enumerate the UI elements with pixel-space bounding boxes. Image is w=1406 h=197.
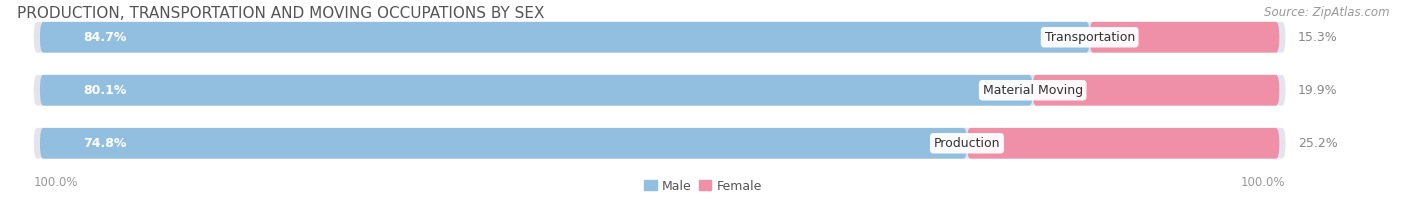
FancyBboxPatch shape [1090, 22, 1279, 53]
Text: 74.8%: 74.8% [83, 137, 127, 150]
Text: 100.0%: 100.0% [1241, 176, 1285, 189]
FancyBboxPatch shape [967, 128, 1279, 159]
Text: PRODUCTION, TRANSPORTATION AND MOVING OCCUPATIONS BY SEX: PRODUCTION, TRANSPORTATION AND MOVING OC… [17, 6, 544, 21]
FancyBboxPatch shape [34, 75, 1285, 106]
Text: 80.1%: 80.1% [83, 84, 127, 97]
Legend: Male, Female: Male, Female [640, 175, 766, 197]
Text: Production: Production [934, 137, 1000, 150]
FancyBboxPatch shape [1032, 75, 1279, 106]
Text: 15.3%: 15.3% [1298, 31, 1337, 44]
Text: Material Moving: Material Moving [983, 84, 1083, 97]
Text: Transportation: Transportation [1045, 31, 1135, 44]
Text: 19.9%: 19.9% [1298, 84, 1337, 97]
FancyBboxPatch shape [39, 22, 1090, 53]
Text: Source: ZipAtlas.com: Source: ZipAtlas.com [1264, 6, 1389, 19]
FancyBboxPatch shape [34, 128, 1285, 159]
FancyBboxPatch shape [39, 75, 1032, 106]
FancyBboxPatch shape [39, 128, 967, 159]
Text: 25.2%: 25.2% [1298, 137, 1337, 150]
Text: 100.0%: 100.0% [34, 176, 79, 189]
FancyBboxPatch shape [34, 22, 1285, 53]
Text: 84.7%: 84.7% [83, 31, 127, 44]
